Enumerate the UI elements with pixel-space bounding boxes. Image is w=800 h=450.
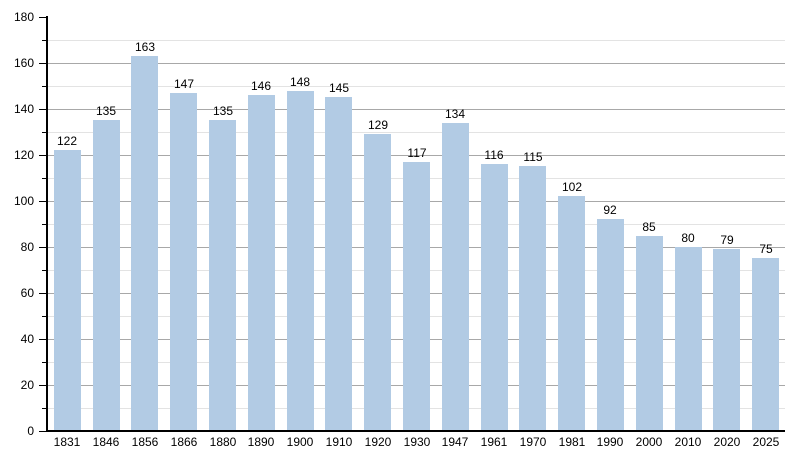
y-axis-tick-40 <box>39 339 46 340</box>
x-axis-label-1990: 1990 <box>596 435 624 449</box>
bar-value-label-1890: 146 <box>250 79 272 93</box>
y-axis-label-80: 80 <box>20 240 34 254</box>
y-axis-label-100: 100 <box>13 194 34 208</box>
y-axis-tick-30 <box>42 362 46 363</box>
x-axis-label-1880: 1880 <box>209 435 237 449</box>
y-axis-tick-50 <box>42 316 46 317</box>
bar-1900 <box>287 91 314 430</box>
y-axis-tick-60 <box>39 293 46 294</box>
x-axis-label-1856: 1856 <box>131 435 159 449</box>
y-axis-tick-150 <box>42 86 46 87</box>
bar-1970 <box>519 166 546 430</box>
bar-value-label-1981: 102 <box>561 180 583 194</box>
bar-2010 <box>675 247 702 430</box>
bar-2025 <box>752 258 779 430</box>
y-axis-label-160: 160 <box>13 56 34 70</box>
bar-value-label-1970: 115 <box>523 150 543 164</box>
y-axis-label-60: 60 <box>20 286 34 300</box>
bar-1947 <box>442 123 469 430</box>
y-axis-tick-140 <box>39 109 46 110</box>
bar-value-label-2025: 75 <box>759 242 773 256</box>
bar-value-label-1910: 145 <box>328 81 350 95</box>
y-axis-tick-90 <box>42 224 46 225</box>
bar-value-label-1990: 92 <box>603 203 617 217</box>
bar-value-label-1961: 116 <box>484 148 504 162</box>
bar-1990 <box>597 219 624 430</box>
bar-value-label-1930: 117 <box>407 146 427 160</box>
bar-value-label-1900: 148 <box>289 75 311 89</box>
y-axis-tick-70 <box>42 270 46 271</box>
bar-1981 <box>558 196 585 430</box>
bar-1930 <box>403 162 430 430</box>
x-axis-label-1866: 1866 <box>170 435 198 449</box>
y-axis-tick-180 <box>39 17 46 18</box>
bar-1910 <box>325 97 352 430</box>
x-axis-label-2025: 2025 <box>752 435 780 449</box>
x-axis-label-1910: 1910 <box>325 435 353 449</box>
bar-2020 <box>713 249 740 430</box>
x-axis-label-1981: 1981 <box>558 435 586 449</box>
bar-value-label-1947: 134 <box>444 107 466 121</box>
bar-2000 <box>636 236 663 430</box>
x-axis-label-1831: 1831 <box>53 435 81 449</box>
x-axis-label-2000: 2000 <box>635 435 663 449</box>
y-axis-tick-160 <box>39 63 46 64</box>
bar-value-label-1856: 163 <box>134 40 156 54</box>
y-axis-label-0: 0 <box>27 424 34 438</box>
x-axis-label-1930: 1930 <box>403 435 431 449</box>
y-axis-tick-80 <box>39 247 46 248</box>
y-axis-label-140: 140 <box>13 102 34 116</box>
y-axis-label-120: 120 <box>13 148 34 162</box>
bar-1880 <box>209 120 236 430</box>
minor-gridline-130 <box>48 132 785 133</box>
bar-1890 <box>248 95 275 430</box>
bar-value-label-2010: 80 <box>681 231 695 245</box>
x-axis-label-1846: 1846 <box>92 435 120 449</box>
y-axis-tick-110 <box>42 178 46 179</box>
x-axis-label-1920: 1920 <box>364 435 392 449</box>
bar-1831 <box>54 150 81 430</box>
y-axis-label-20: 20 <box>20 378 34 392</box>
bar-1866 <box>170 93 197 430</box>
major-gridline-140 <box>48 109 785 110</box>
y-axis-line <box>46 16 48 432</box>
bar-value-label-1831: 122 <box>56 134 78 148</box>
bar-value-label-1880: 135 <box>212 104 234 118</box>
major-gridline-160 <box>48 63 785 64</box>
y-axis-label-180: 180 <box>13 10 34 24</box>
bar-value-label-1920: 129 <box>367 118 389 132</box>
y-axis-tick-120 <box>39 155 46 156</box>
bar-value-label-1866: 147 <box>173 77 195 91</box>
bar-1920 <box>364 134 391 430</box>
bar-value-label-2020: 79 <box>720 233 734 247</box>
bar-1856 <box>131 56 158 430</box>
y-axis-label-40: 40 <box>20 332 34 346</box>
x-axis-label-1970: 1970 <box>519 435 547 449</box>
bar-value-label-2000: 85 <box>642 220 656 234</box>
y-axis-tick-10 <box>42 408 46 409</box>
y-axis-tick-0 <box>39 431 46 432</box>
y-axis-tick-20 <box>39 385 46 386</box>
bar-value-label-1846: 135 <box>95 104 117 118</box>
x-axis-label-1890: 1890 <box>247 435 275 449</box>
y-axis-tick-100 <box>39 201 46 202</box>
y-axis-tick-130 <box>42 132 46 133</box>
x-axis-label-1947: 1947 <box>441 435 469 449</box>
x-axis-line <box>46 430 785 432</box>
x-axis-label-1900: 1900 <box>286 435 314 449</box>
x-axis-label-1961: 1961 <box>480 435 508 449</box>
bar-1846 <box>93 120 120 430</box>
bar-1961 <box>481 164 508 430</box>
x-axis-label-2020: 2020 <box>713 435 741 449</box>
x-axis-label-2010: 2010 <box>674 435 702 449</box>
y-axis-tick-170 <box>42 40 46 41</box>
